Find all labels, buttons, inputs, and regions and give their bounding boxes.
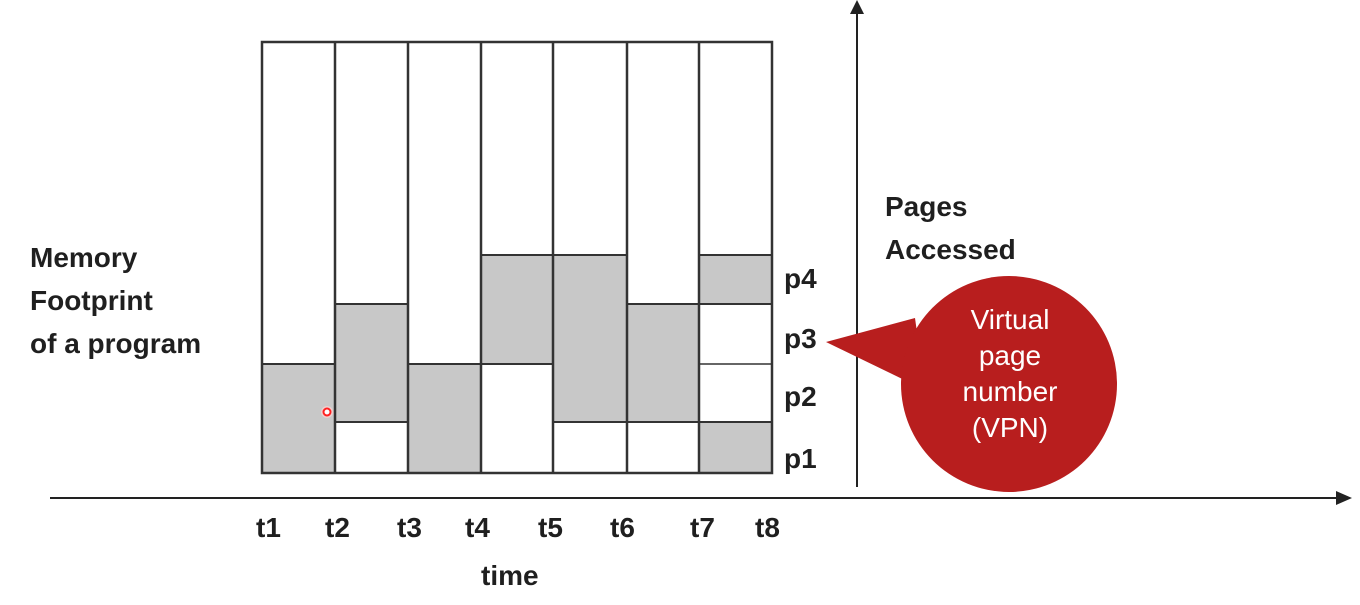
time-tick-t6: t6 — [610, 512, 635, 543]
accessed-block-t3-t4-0 — [407, 363, 482, 474]
grid-frame — [260, 40, 774, 475]
time-axis-arrowhead — [1336, 491, 1352, 505]
pages-axis-arrowhead — [850, 0, 864, 14]
pages-accessed-label: Pages Accessed — [885, 185, 1016, 271]
memory-footprint-line-2: Footprint — [30, 285, 153, 316]
time-tick-t8: t8 — [755, 512, 780, 543]
time-tick-t5: t5 — [538, 512, 563, 543]
vpn-callout-line-4: (VPN) — [971, 412, 1049, 443]
vpn-callout — [826, 276, 1117, 492]
page-label-p1: p1 — [784, 443, 817, 474]
accessed-block-t6-t7-0 — [626, 303, 700, 423]
accessed-block-t4-t5-0 — [480, 254, 554, 365]
accessed-block-t5-t6-0 — [552, 254, 628, 423]
pages-accessed-line-2: Accessed — [885, 234, 1016, 265]
vpn-callout-line-3: number — [962, 376, 1058, 407]
page-access-grid — [261, 254, 773, 474]
vpn-callout-pointer — [826, 318, 925, 390]
grid-outer-border — [260, 40, 774, 475]
time-tick-t2: t2 — [325, 512, 350, 543]
accessed-block-t7-t8-1 — [698, 421, 773, 474]
vpn-callout-line-2: page — [978, 340, 1042, 371]
time-tick-t4: t4 — [465, 512, 490, 543]
memory-footprint-line-3: of a program — [30, 328, 202, 359]
memory-footprint-line-1: Memory — [30, 242, 138, 273]
accessed-block-t1-t2-0 — [261, 363, 336, 474]
time-tick-t3: t3 — [397, 512, 422, 543]
accessed-block-t7-t8-0 — [698, 254, 773, 305]
time-tick-t7: t7 — [690, 512, 715, 543]
accessed-block-t2-t3-0 — [334, 303, 409, 423]
time-tick-t1: t1 — [256, 512, 281, 543]
memory-footprint-label: Memory Footprint of a program — [30, 236, 201, 365]
page-label-p3: p3 — [784, 323, 817, 354]
vpn-callout-text: Virtual page number (VPN) — [905, 302, 1115, 446]
pages-accessed-line-1: Pages — [885, 191, 968, 222]
time-axis-title: time — [481, 560, 539, 591]
laser-pointer-ring — [322, 407, 332, 417]
vpn-callout-line-1: Virtual — [970, 304, 1050, 335]
vpn-callout-bubble — [901, 276, 1117, 492]
page-label-p4: p4 — [784, 263, 817, 294]
page-label-p2: p2 — [784, 381, 817, 412]
